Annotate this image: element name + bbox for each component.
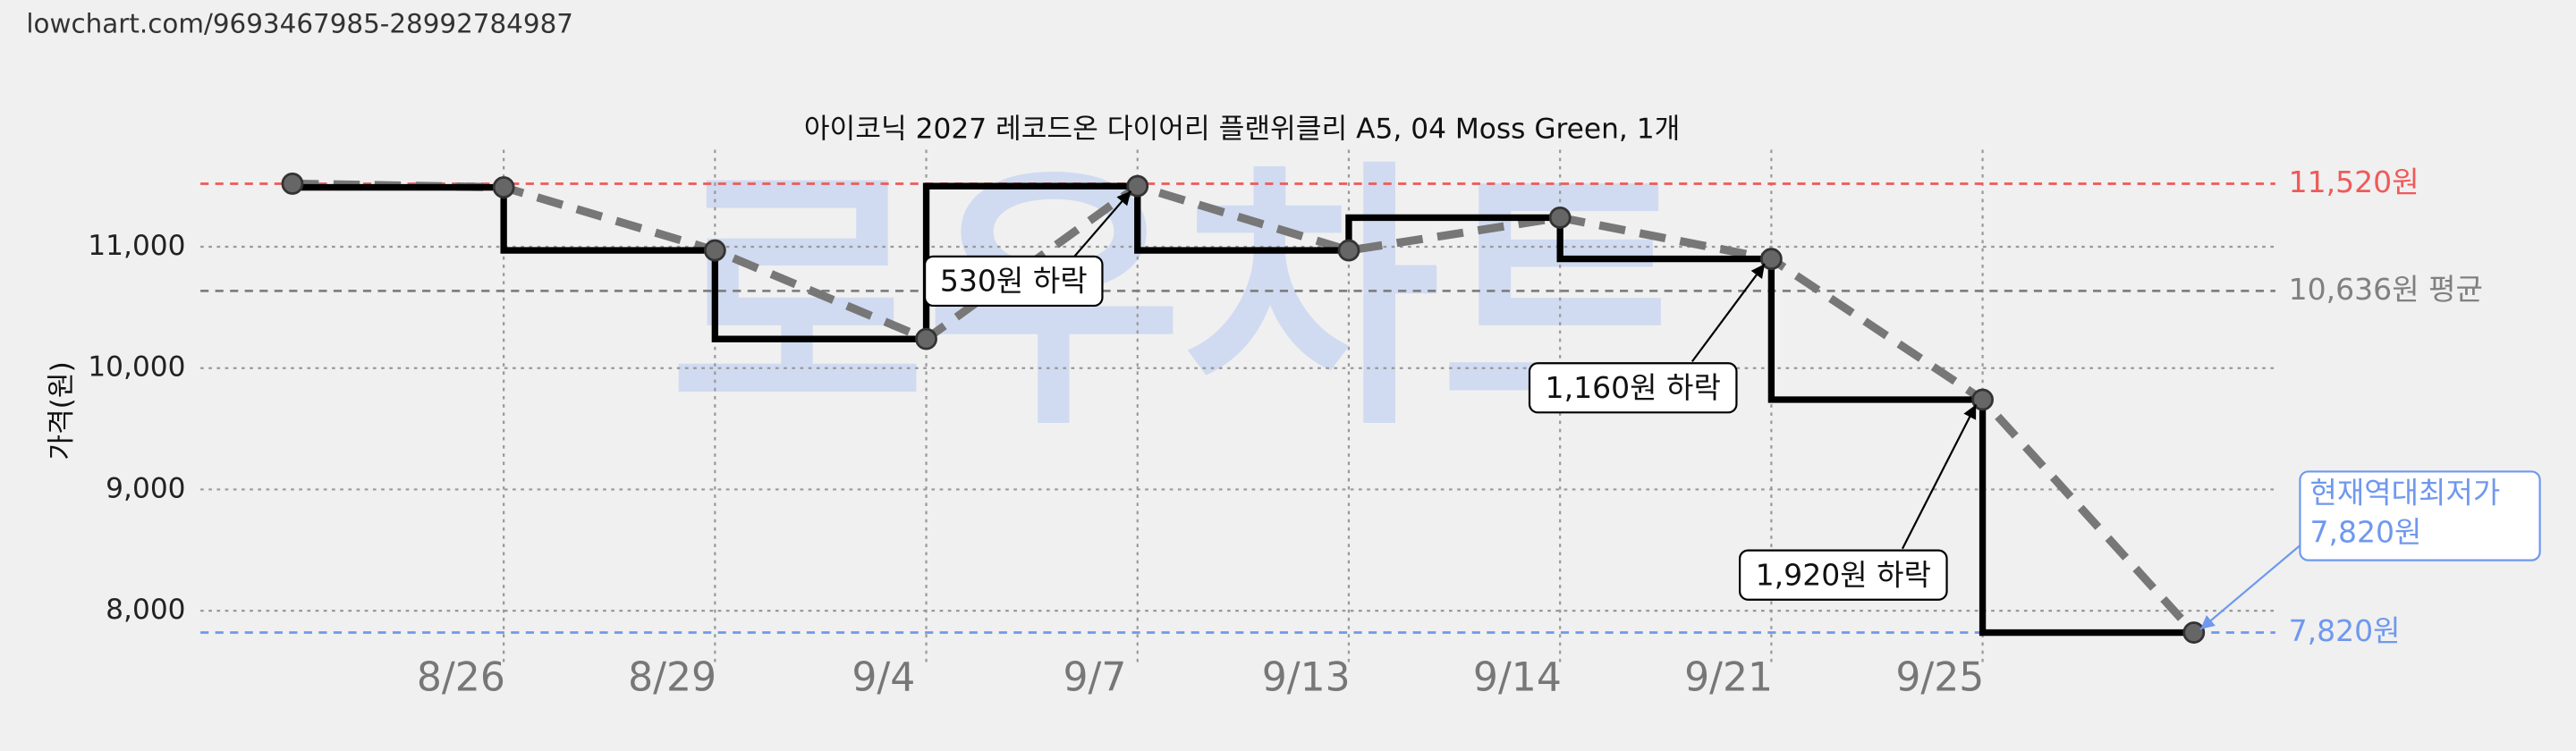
- step-segment: [1979, 399, 2194, 637]
- x-tick-label: 9/7: [1063, 655, 1127, 701]
- reference-label: 11,520원: [2289, 165, 2419, 199]
- x-tick-label: 9/4: [852, 655, 915, 701]
- annotation-arrow: [1901, 404, 1978, 550]
- step-segment: [1556, 217, 1772, 263]
- annotation-arrow: [1690, 263, 1766, 363]
- point-marker: [1548, 207, 1572, 229]
- y-tick-label: 10,000: [88, 351, 185, 384]
- y-tick-label: 9,000: [106, 472, 185, 504]
- step-segment: [711, 250, 927, 342]
- url: lowchart.com/9693467985-28992784987: [26, 8, 573, 38]
- x-tick-label: 9/21: [1684, 655, 1773, 701]
- annotation-arrow: [2199, 544, 2301, 630]
- step-segment: [1767, 258, 1983, 403]
- annotation-arrow: [1073, 190, 1132, 257]
- reference-label: 10,636원 평균: [2289, 272, 2483, 307]
- x-tick-label: 9/13: [1262, 655, 1351, 701]
- point-marker: [492, 176, 515, 198]
- point-marker: [1337, 239, 1360, 262]
- x-tick-label: 9/25: [1895, 655, 1984, 701]
- x-tick-label: 8/29: [628, 655, 716, 701]
- x-tick-label: 8/26: [417, 655, 505, 701]
- reference-label: 7,820원: [2289, 613, 2401, 648]
- y-tick-label: 8,000: [106, 594, 185, 626]
- chart-title: 아이코닉 2027 레코드온 다이어리 플랜위클리 A5, 04 Moss Gr…: [804, 113, 1681, 145]
- annotation-text: 1,160원 하락: [1546, 370, 1721, 405]
- annotation-text: 530원 하락: [940, 264, 1088, 299]
- step-segment: [1134, 186, 1349, 254]
- point-marker: [1971, 388, 1994, 411]
- annotation-box: [2299, 470, 2541, 561]
- point-marker: [703, 239, 726, 262]
- annotation-text: 현재역대최저가: [2309, 476, 2500, 511]
- y-tick-label: 11,000: [88, 230, 185, 262]
- annotation-text: 7,820원: [2309, 515, 2421, 550]
- annotation-text: 1,920원 하락: [1756, 558, 1931, 593]
- x-tick-label: 9/14: [1473, 655, 1562, 701]
- point-marker: [281, 173, 304, 195]
- watermark: 로우차트: [669, 138, 1697, 463]
- step-segment: [289, 183, 504, 191]
- annotation-box: [1739, 549, 1948, 601]
- point-marker: [1126, 174, 1149, 198]
- point-marker: [915, 327, 937, 350]
- y-axis-label: 가격(원): [46, 361, 78, 460]
- trend-line: [292, 179, 2198, 636]
- point-marker: [1759, 248, 1783, 270]
- annotation-box: [923, 255, 1104, 308]
- annotation-box: [1528, 362, 1738, 414]
- step-segment: [500, 187, 716, 254]
- point-marker: [2182, 621, 2206, 644]
